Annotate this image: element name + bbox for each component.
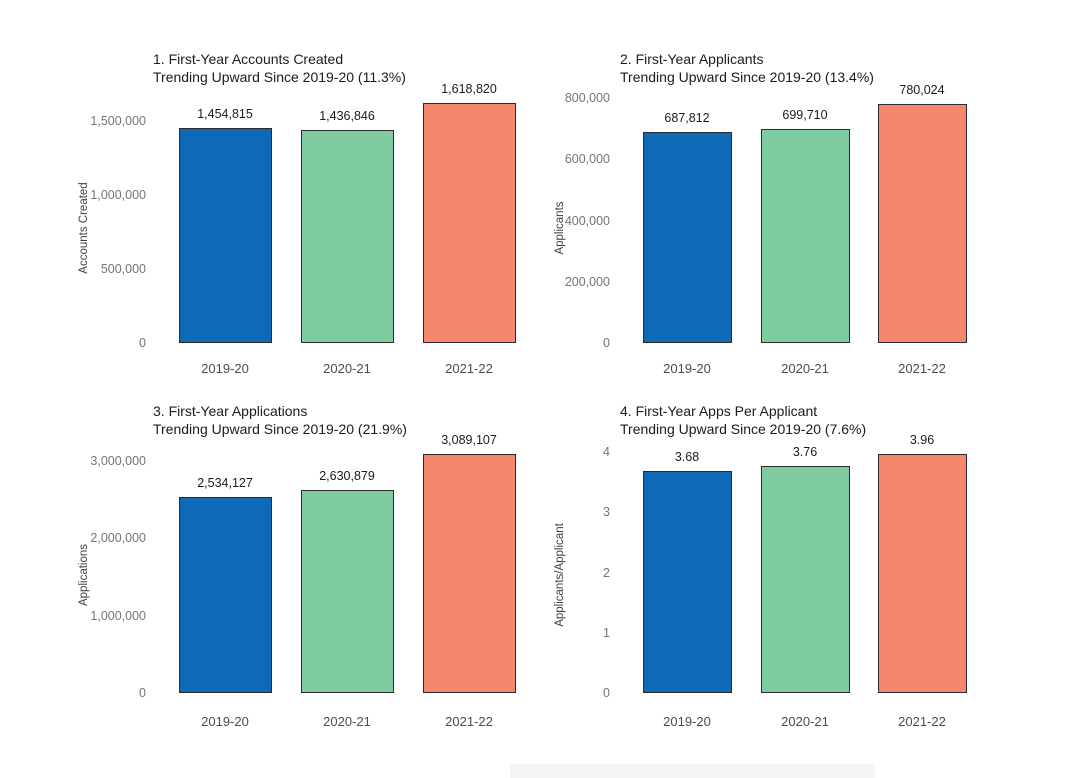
bar-value-label: 780,024 [899,83,945,98]
chart-title: 3. First-Year Applications Trending Upwa… [153,403,407,438]
bar-2019-20 [178,497,272,693]
y-tick-label: 500,000 [100,262,146,276]
y-tick-label: 4 [603,445,610,459]
x-tick-label: 2020-21 [781,361,829,376]
bar-2019-20 [178,127,272,343]
y-tick-label: 3 [603,505,610,520]
chart-title-line1: 4. First-Year Apps Per Applicant [620,403,818,419]
bar-2020-21 [760,128,850,343]
bar-value-label: 687,812 [664,111,710,126]
bar-2019-20 [642,132,732,343]
x-tick-label: 2021-22 [445,714,493,729]
y-tick-label: 800,000 [564,91,610,105]
bar-value-label: 2,534,127 [197,476,253,491]
x-tick-label: 2019-20 [663,714,711,729]
bar-2020-21 [300,130,394,343]
bar-2020-21 [760,466,850,693]
chart-title: 1. First-Year Accounts Created Trending … [153,51,406,86]
y-tick-label: 0 [139,686,146,700]
chart-title-line2: Trending Upward Since 2019-20 (13.4%) [620,68,874,85]
x-tick-label: 2021-22 [898,361,946,376]
chart-title-line1: 3. First-Year Applications [153,403,308,419]
y-tick-label: 2,000,000 [90,531,146,546]
y-axis-label: Applicants [554,201,566,255]
y-tick-label: 0 [139,336,146,350]
y-tick-label: 0 [603,336,610,350]
y-tick-label: 2 [603,565,610,580]
x-tick-label: 2019-20 [201,714,249,729]
chart-title-line1: 2. First-Year Applicants [620,51,764,67]
bar-2021-22 [877,104,967,343]
bar-value-label: 2,630,879 [319,468,375,483]
y-tick-label: 1,500,000 [90,114,146,128]
x-tick-label: 2021-22 [445,361,493,376]
x-tick-label: 2020-21 [323,361,371,376]
chart-title: 2. First-Year Applicants Trending Upward… [620,51,874,86]
bar-2019-20 [642,471,732,693]
bar-value-label: 1,618,820 [441,82,497,97]
bar-value-label: 3,089,107 [441,433,497,448]
x-tick-label: 2020-21 [323,714,371,729]
bar-2021-22 [422,103,516,343]
bar-2020-21 [300,489,394,693]
y-axis-label: Applications [78,543,90,607]
x-tick-label: 2021-22 [898,714,946,729]
y-tick-label: 200,000 [564,274,610,289]
bar-value-label: 3.96 [909,433,935,448]
chart-panel-apps-per-applicant: 4. First-Year Apps Per Applicant Trendin… [540,389,1080,778]
bar-value-label: 1,454,815 [197,106,253,121]
x-tick-label: 2020-21 [781,714,829,729]
bar-value-label: 3.68 [674,450,700,465]
chart-panel-applications: 3. First-Year Applications Trending Upwa… [0,389,540,778]
chart-title-line2: Trending Upward Since 2019-20 (11.3%) [153,68,406,85]
bottom-decorative-strip [510,764,875,778]
chart-panel-accounts-created: 1. First-Year Accounts Created Trending … [0,0,540,389]
chart-title: 4. First-Year Apps Per Applicant Trendin… [620,403,866,438]
y-tick-label: 0 [603,686,610,700]
y-tick-label: 1,000,000 [90,188,146,202]
y-tick-label: 600,000 [564,152,610,167]
y-tick-label: 400,000 [564,213,610,228]
y-tick-label: 3,000,000 [90,454,146,469]
bar-2021-22 [877,454,967,693]
y-tick-label: 1,000,000 [90,608,146,623]
chart-title-line2: Trending Upward Since 2019-20 (7.6%) [620,420,867,437]
x-tick-label: 2019-20 [201,361,249,376]
bar-value-label: 1,436,846 [319,109,375,124]
bar-value-label: 3.76 [792,445,818,460]
chart-panel-applicants: 2. First-Year Applicants Trending Upward… [540,0,1080,389]
bar-2021-22 [422,454,516,693]
x-tick-label: 2019-20 [663,361,711,376]
chart-title-line1: 1. First-Year Accounts Created [153,51,344,67]
y-tick-label: 1 [603,625,610,640]
chart-title-line2: Trending Upward Since 2019-20 (21.9%) [153,420,407,437]
bar-value-label: 699,710 [782,107,828,122]
